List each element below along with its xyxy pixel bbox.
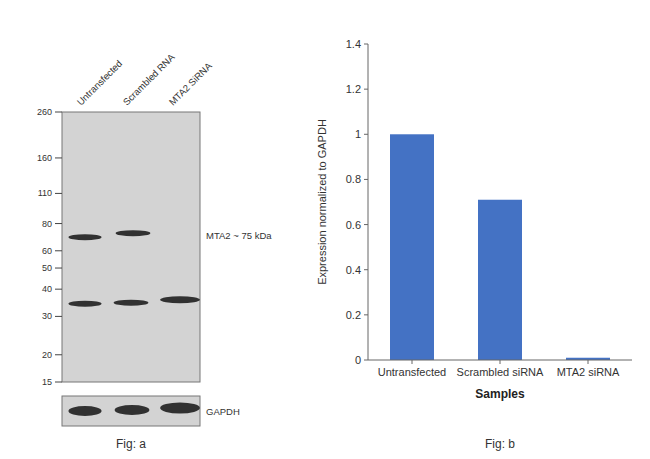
x-tick-label: Scrambled siRNA [457,366,544,378]
x-tick [500,360,501,364]
band [160,403,200,414]
mw-tick [55,250,62,251]
mw-tick [55,157,62,158]
mw-tick [55,289,62,290]
y-tick-label: 0 [355,354,361,366]
bars [390,134,610,360]
mw-label: 260 [37,107,52,117]
mw-label: 160 [37,153,52,163]
y-tick-label: 0.6 [346,219,361,231]
band [68,234,101,240]
gapdh-gel [62,396,200,426]
y-axis-label: Expression normalized to GAPDH [316,119,328,285]
x-tick-label: MTA2 siRNA [557,366,620,378]
band [114,300,149,306]
mw-label: 110 [38,188,52,198]
y-tick [364,179,368,180]
band [68,301,101,307]
mw-tick [55,354,62,355]
bar [390,134,434,360]
figure: 260 160 110 80 60 50 40 30 20 15 Untransfected Scra… [0,0,650,459]
y-tick-label: 0.8 [346,173,361,185]
mw-label: 80 [42,219,52,229]
panel-title: Fig: b [485,437,515,451]
band [160,296,200,303]
mw-tick [55,382,62,383]
x-axis-label: Samples [475,387,525,401]
mw-tick [55,112,62,113]
y-axis [368,44,369,360]
mw-tick [55,223,62,224]
mw-label: 20 [42,350,52,360]
y-tick [364,269,368,270]
band [68,406,101,416]
mw-label: 60 [42,246,52,256]
gel [62,112,200,382]
band [116,230,151,236]
y-tick-label: 1.4 [346,38,361,50]
y-tick [364,134,368,135]
bar-panel: 0 0.2 0.4 0.6 0.8 1 1.2 1.4 Untransfected Scrambl… [316,38,632,451]
annotation: MTA2 ~ 75 kDa [206,230,272,241]
band [115,405,150,415]
mw-tick [55,268,62,269]
y-tick [364,314,368,315]
x-tick [588,360,589,364]
y-tick-label: 1 [355,128,361,140]
panel-title: Fig: a [116,437,146,451]
bar [478,200,522,360]
y-tick [364,360,368,361]
mw-label: 15 [42,377,52,387]
blot-panel: 26016011080605040302015UntransfectedScra… [37,51,272,451]
mw-label: 40 [42,284,52,294]
x-tick [412,360,413,364]
x-tick-label: Untransfected [378,366,446,378]
mw-label: 50 [42,263,52,273]
mw-label: 30 [42,311,52,321]
y-tick-label: 0.2 [346,309,361,321]
x-axis [368,360,632,361]
y-tick [364,44,368,45]
mw-tick [55,316,62,317]
annotation: GAPDH [206,406,240,417]
y-tick [364,89,368,90]
lane-label: Untransfected [75,58,125,108]
y-tick-label: 0.4 [346,264,361,276]
y-tick-label: 1.2 [346,83,361,95]
y-tick [364,224,368,225]
lane-label: MTA2 SiRNA [167,60,215,108]
mw-tick [55,193,62,194]
